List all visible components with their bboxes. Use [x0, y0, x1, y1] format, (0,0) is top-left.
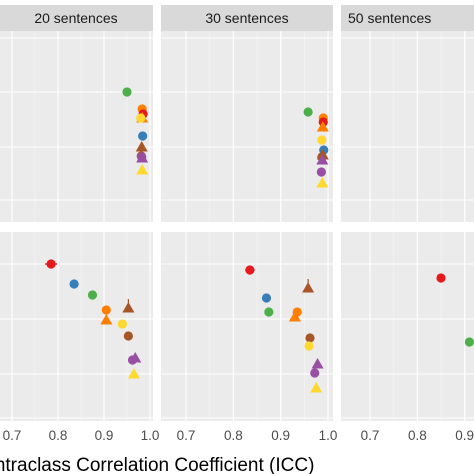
data-point-purple-circle — [316, 167, 326, 177]
x-axis-ticks: 0.7 0.8 0.9 1.0 0.7 0.8 0.9 1.0 0.7 0.8 0.9 — [3, 428, 474, 443]
facet-panels — [0, 31, 474, 421]
data-point-brown-triangle — [302, 282, 315, 293]
panel-r1-c2 — [161, 31, 333, 222]
x-tick-label: 0.9 — [271, 428, 290, 443]
data-point-brown-triangle — [122, 302, 135, 313]
panel-background — [161, 232, 333, 421]
data-point-yellow-circle — [304, 341, 314, 351]
data-point-brown-circle — [305, 333, 315, 343]
x-tick-label: 0.8 — [408, 428, 427, 443]
panel-background — [0, 232, 153, 421]
data-point-yellow-triangle — [136, 164, 149, 175]
strip-50-sentences — [341, 5, 474, 31]
strip-label-30-sentences: 30 sentences — [205, 10, 288, 26]
data-point-purple-triangle — [316, 154, 329, 165]
panel-r2-c2 — [161, 232, 333, 421]
facet-marks-r2-c2 — [245, 265, 324, 393]
data-point-orange-triangle — [288, 311, 301, 322]
data-point-green-circle — [122, 87, 132, 97]
data-point-brown-triangle — [135, 141, 148, 152]
facet-marks-r2-c1 — [45, 259, 142, 379]
x-tick-label: 0.9 — [455, 428, 474, 443]
data-point-red-circle — [436, 273, 446, 283]
data-point-blue-circle — [69, 279, 79, 289]
data-point-yellow-triangle — [316, 177, 329, 188]
x-tick-label: 1.0 — [319, 428, 338, 443]
panel-background — [161, 31, 333, 222]
data-point-green-circle — [264, 307, 274, 317]
data-point-green-circle — [87, 290, 98, 300]
strip-20-sentences — [0, 5, 153, 31]
data-marks — [45, 87, 474, 393]
panel-r1-c1 — [0, 31, 153, 222]
data-point-purple-circle — [127, 355, 138, 365]
panel-r2-c3 — [341, 232, 474, 421]
panel-background — [341, 232, 474, 421]
x-tick-label: 0.7 — [3, 428, 22, 443]
data-point-orange-triangle — [100, 314, 113, 325]
data-point-yellow-triangle — [310, 382, 323, 393]
strip-30-sentences — [161, 5, 333, 31]
data-point-red-circle — [245, 265, 255, 275]
data-point-orange-circle — [101, 305, 111, 315]
x-axis-title: Intraclass Correlation Coefficient (ICC) — [0, 455, 314, 474]
facet-strips: 20 sentences 30 sentences 50 sentences — [0, 5, 474, 31]
x-tick-label: 0.9 — [95, 428, 114, 443]
data-point-purple-circle — [310, 368, 320, 378]
facet-marks-r1-c2 — [303, 107, 329, 188]
data-point-brown-circle — [123, 331, 133, 341]
data-point-green-circle — [464, 337, 474, 347]
panel-background — [0, 31, 153, 222]
data-point-purple-circle — [137, 152, 147, 162]
x-tick-label: 0.8 — [49, 428, 68, 443]
data-point-blue-circle — [261, 293, 272, 303]
data-point-yellow-circle — [117, 319, 127, 329]
x-tick-label: 0.7 — [361, 428, 380, 443]
data-point-yellow-triangle — [127, 368, 140, 379]
data-point-purple-triangle — [311, 358, 324, 369]
x-tick-label: 1.0 — [141, 428, 160, 443]
data-point-red-circle — [46, 259, 56, 269]
data-point-yellow-circle — [317, 135, 327, 145]
facet-marks-r1-c1 — [122, 87, 149, 175]
data-point-orange-triangle — [316, 121, 329, 132]
strip-label-50-sentences: 50 sentences — [348, 10, 431, 26]
data-point-yellow-circle — [136, 113, 146, 123]
x-tick-label: 0.8 — [224, 428, 243, 443]
panel-background — [341, 31, 474, 222]
panel-r1-c3 — [341, 31, 474, 222]
x-tick-label: 0.7 — [177, 428, 196, 443]
strip-label-20-sentences: 20 sentences — [34, 10, 117, 26]
panel-r2-c1 — [0, 232, 153, 421]
facet-marks-r2-c3 — [436, 273, 474, 347]
data-point-blue-circle — [138, 131, 148, 141]
data-point-green-circle — [303, 107, 313, 117]
